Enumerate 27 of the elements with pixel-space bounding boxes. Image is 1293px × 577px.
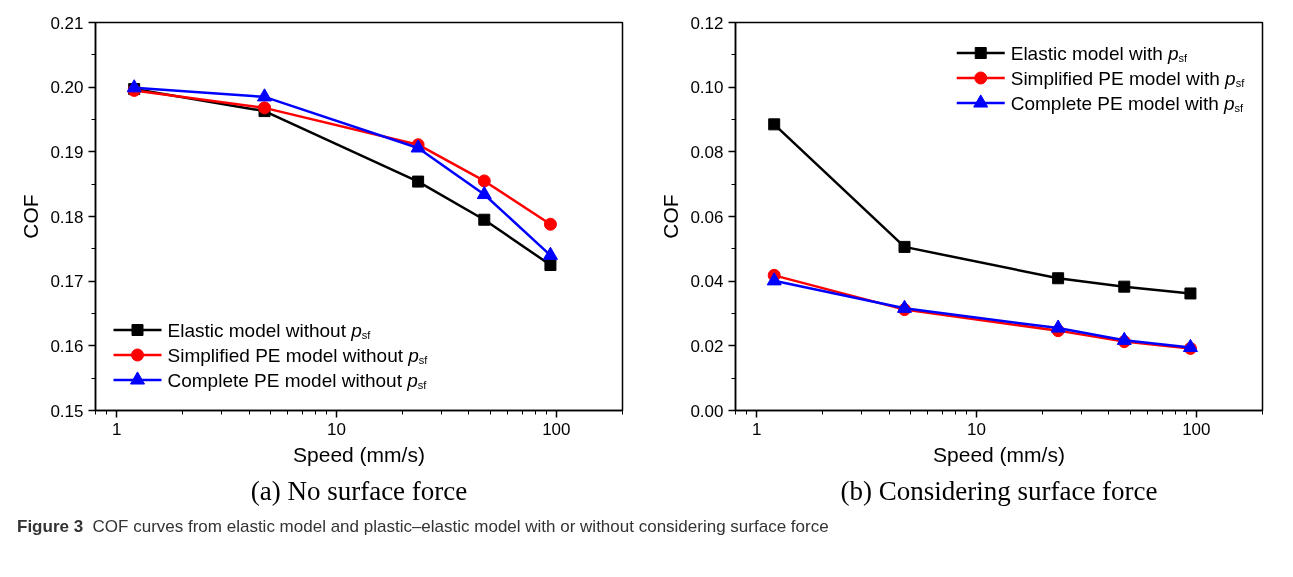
x-tick-label: 1 <box>112 419 122 439</box>
y-tick-label: 0.17 <box>50 272 84 292</box>
text: (a) No surface force <box>250 475 468 506</box>
y-tick-label: 0.10 <box>690 78 724 98</box>
y-tick-label: 0.18 <box>50 207 84 227</box>
x-axis-title: Speed (mm/s) <box>293 442 425 466</box>
y-tick-label: 0.02 <box>690 336 724 356</box>
text: (b) Considering surface force <box>840 475 1158 506</box>
y-tick-label: 0.15 <box>50 401 84 421</box>
x-tick-label: 100 <box>1182 419 1211 439</box>
y-tick-label: 0.06 <box>690 207 724 227</box>
x-tick-label: 100 <box>542 419 571 439</box>
x-tick-label: 10 <box>967 419 987 439</box>
y-tick-label: 0.21 <box>50 13 84 33</box>
x-tick-label: 1 <box>752 419 762 439</box>
y-axis-title: COF <box>659 194 683 239</box>
y-tick-label: 0.20 <box>50 78 84 98</box>
y-tick-label: 0.04 <box>690 272 724 292</box>
x-tick-label: 10 <box>327 419 347 439</box>
y-tick-label: 0.16 <box>50 336 84 356</box>
y-tick-label: 0.19 <box>50 142 84 162</box>
y-tick-label: 0.08 <box>690 142 724 162</box>
y-axis-title: COF <box>19 194 43 239</box>
y-tick-label: 0.00 <box>690 401 724 421</box>
x-axis-title: Speed (mm/s) <box>933 442 1065 466</box>
y-tick-label: 0.12 <box>690 13 724 33</box>
caption: Figure 3 COF curves from elastic model and plastic–elastic model with or without considering surface force <box>17 516 829 538</box>
